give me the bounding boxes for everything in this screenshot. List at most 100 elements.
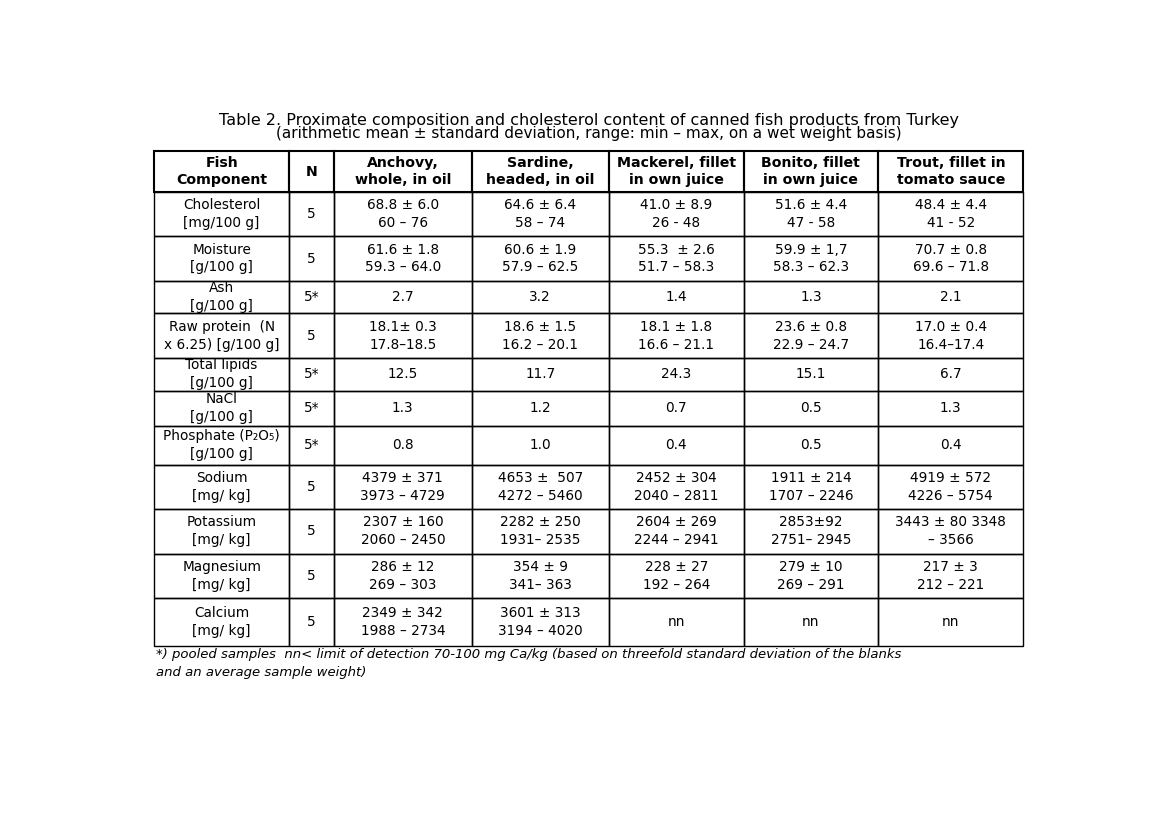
Text: Calcium
[mg/ kg]: Calcium [mg/ kg]: [192, 606, 250, 638]
Text: 1.3: 1.3: [392, 401, 414, 415]
Bar: [471, 281, 609, 313]
Bar: [334, 192, 471, 237]
Bar: [334, 426, 471, 465]
Bar: [471, 358, 609, 390]
Bar: [290, 598, 334, 646]
Bar: [743, 598, 878, 646]
Text: 5: 5: [307, 328, 316, 342]
Text: 2604 ± 269
2244 – 2941: 2604 ± 269 2244 – 2941: [634, 515, 718, 547]
Text: 68.8 ± 6.0
60 – 76: 68.8 ± 6.0 60 – 76: [367, 198, 439, 230]
Text: 5*: 5*: [303, 438, 319, 452]
Bar: [154, 465, 290, 509]
Bar: [290, 465, 334, 509]
Bar: [471, 390, 609, 426]
Text: 60.6 ± 1.9
57.9 – 62.5: 60.6 ± 1.9 57.9 – 62.5: [502, 242, 578, 275]
Bar: [471, 151, 609, 192]
Bar: [154, 237, 290, 281]
Text: 5*: 5*: [303, 401, 319, 415]
Bar: [334, 509, 471, 553]
Bar: [878, 192, 1024, 237]
Text: Mackerel, fillet
in own juice: Mackerel, fillet in own juice: [617, 156, 735, 187]
Bar: [154, 553, 290, 598]
Bar: [290, 281, 334, 313]
Bar: [334, 465, 471, 509]
Text: 279 ± 10
269 – 291: 279 ± 10 269 – 291: [777, 560, 845, 592]
Bar: [290, 313, 334, 358]
Text: 24.3: 24.3: [661, 367, 692, 381]
Bar: [154, 509, 290, 553]
Text: 2.7: 2.7: [392, 290, 414, 304]
Bar: [334, 598, 471, 646]
Text: 48.4 ± 4.4
41 - 52: 48.4 ± 4.4 41 - 52: [915, 198, 987, 230]
Text: (arithmetic mean ± standard deviation, range: min – max, on a wet weight basis): (arithmetic mean ± standard deviation, r…: [276, 126, 902, 141]
Text: 286 ± 12
269 – 303: 286 ± 12 269 – 303: [369, 560, 437, 592]
Bar: [154, 426, 290, 465]
Bar: [878, 426, 1024, 465]
Text: 4653 ±  507
4272 – 5460: 4653 ± 507 4272 – 5460: [498, 471, 583, 503]
Text: Total lipids
[g/100 g]: Total lipids [g/100 g]: [185, 358, 257, 390]
Bar: [743, 192, 878, 237]
Bar: [743, 465, 878, 509]
Text: 1.2: 1.2: [530, 401, 552, 415]
Bar: [334, 358, 471, 390]
Bar: [471, 509, 609, 553]
Text: Phosphate (P₂O₅)
[g/100 g]: Phosphate (P₂O₅) [g/100 g]: [163, 429, 280, 461]
Text: Potassium
[mg/ kg]: Potassium [mg/ kg]: [186, 515, 256, 547]
Text: 354 ± 9
341– 363: 354 ± 9 341– 363: [509, 560, 572, 592]
Bar: [609, 426, 743, 465]
Text: 11.7: 11.7: [525, 367, 555, 381]
Bar: [743, 390, 878, 426]
Text: 5: 5: [307, 615, 316, 629]
Bar: [743, 553, 878, 598]
Text: Raw protein  (N
x 6.25) [g/100 g]: Raw protein (N x 6.25) [g/100 g]: [164, 320, 279, 351]
Bar: [290, 237, 334, 281]
Bar: [743, 281, 878, 313]
Text: 3.2: 3.2: [530, 290, 552, 304]
Text: 5: 5: [307, 480, 316, 494]
Text: Sardine,
headed, in oil: Sardine, headed, in oil: [486, 156, 594, 187]
Bar: [471, 553, 609, 598]
Text: 15.1: 15.1: [796, 367, 826, 381]
Text: 2349 ± 342
1988 – 2734: 2349 ± 342 1988 – 2734: [361, 606, 445, 638]
Bar: [290, 553, 334, 598]
Bar: [471, 426, 609, 465]
Text: Magnesium
[mg/ kg]: Magnesium [mg/ kg]: [183, 560, 261, 592]
Bar: [471, 465, 609, 509]
Text: 23.6 ± 0.8
22.9 – 24.7: 23.6 ± 0.8 22.9 – 24.7: [773, 320, 849, 351]
Text: 5: 5: [307, 251, 316, 265]
Text: 5: 5: [307, 524, 316, 538]
Text: Cholesterol
[mg/100 g]: Cholesterol [mg/100 g]: [183, 198, 261, 230]
Text: 51.6 ± 4.4
47 - 58: 51.6 ± 4.4 47 - 58: [774, 198, 847, 230]
Bar: [471, 313, 609, 358]
Text: 2282 ± 250
1931– 2535: 2282 ± 250 1931– 2535: [500, 515, 580, 547]
Text: 1.4: 1.4: [665, 290, 687, 304]
Bar: [471, 598, 609, 646]
Bar: [290, 192, 334, 237]
Bar: [609, 465, 743, 509]
Bar: [878, 598, 1024, 646]
Text: 0.5: 0.5: [800, 401, 822, 415]
Bar: [743, 237, 878, 281]
Bar: [290, 151, 334, 192]
Text: 5*: 5*: [303, 367, 319, 381]
Text: 0.4: 0.4: [940, 438, 962, 452]
Text: 70.7 ± 0.8
69.6 – 71.8: 70.7 ± 0.8 69.6 – 71.8: [912, 242, 989, 275]
Bar: [334, 151, 471, 192]
Text: 2307 ± 160
2060 – 2450: 2307 ± 160 2060 – 2450: [361, 515, 445, 547]
Text: nn: nn: [802, 615, 819, 629]
Bar: [471, 192, 609, 237]
Text: Fish
Component: Fish Component: [176, 156, 268, 187]
Bar: [878, 390, 1024, 426]
Bar: [154, 281, 290, 313]
Text: 0.5: 0.5: [800, 438, 822, 452]
Text: 12.5: 12.5: [387, 367, 418, 381]
Text: 0.7: 0.7: [665, 401, 687, 415]
Text: 64.6 ± 6.4
58 – 74: 64.6 ± 6.4 58 – 74: [504, 198, 577, 230]
Bar: [743, 313, 878, 358]
Text: 0.4: 0.4: [665, 438, 687, 452]
Bar: [334, 390, 471, 426]
Text: 2.1: 2.1: [940, 290, 962, 304]
Bar: [154, 151, 290, 192]
Text: 59.9 ± 1,7
58.3 – 62.3: 59.9 ± 1,7 58.3 – 62.3: [773, 242, 849, 275]
Bar: [609, 553, 743, 598]
